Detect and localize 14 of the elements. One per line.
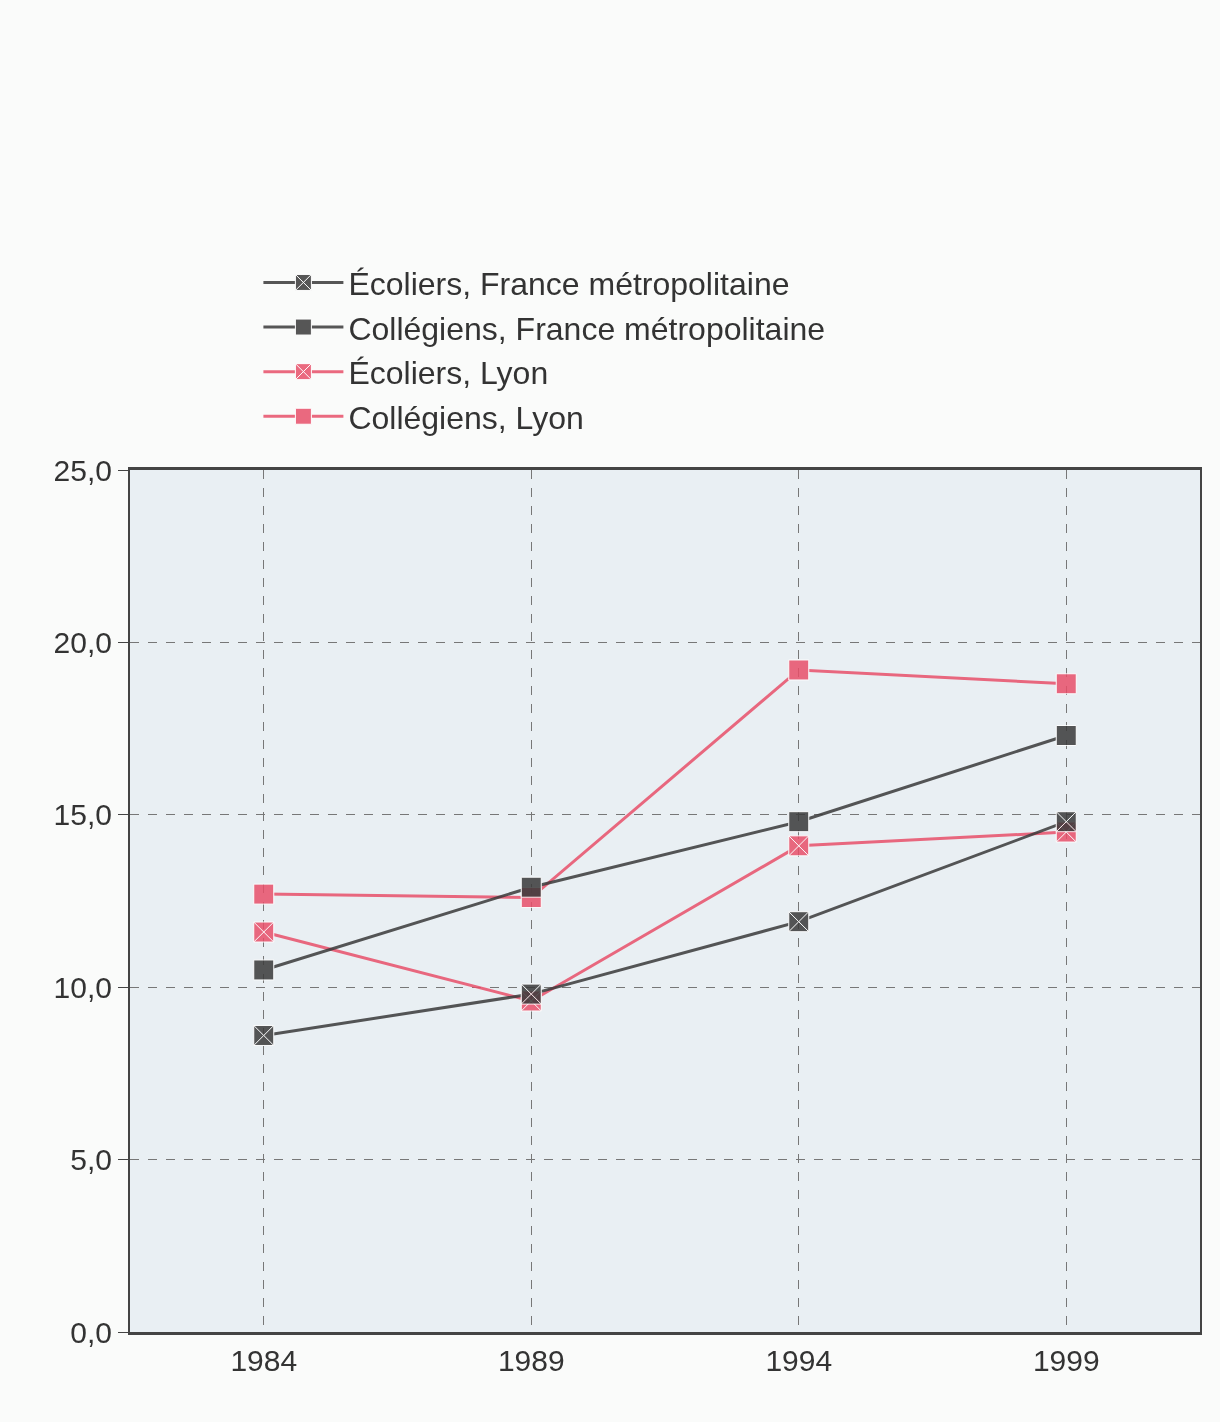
y-tick-label: 15,0 (53, 798, 112, 832)
legend-label: Collégiens, Lyon (348, 399, 584, 436)
y-tick-label: 25,0 (53, 453, 112, 487)
y-tick-label: 5,0 (70, 1143, 112, 1177)
y-tick-label: 20,0 (53, 625, 112, 659)
x-tick-label: 1994 (765, 1344, 833, 1377)
x-tick-label: 1984 (230, 1344, 298, 1377)
y-tick-label: 10,0 (53, 970, 112, 1004)
y-tick-label: 0,0 (70, 1315, 112, 1349)
legend-label: Collégiens, France métropolitaine (348, 310, 826, 347)
legend-label: Écoliers, Lyon (348, 355, 549, 392)
x-tick-label: 1989 (497, 1344, 565, 1377)
legend-label: Écoliers, France métropolitaine (348, 265, 790, 302)
x-tick-label: 1999 (1032, 1344, 1100, 1377)
